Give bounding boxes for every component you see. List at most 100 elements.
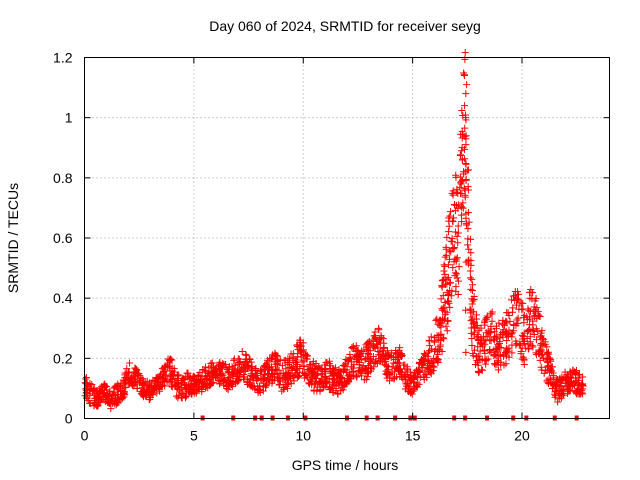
data-point <box>451 228 459 236</box>
data-point <box>535 346 543 354</box>
data-point <box>529 343 537 351</box>
data-point <box>477 324 485 332</box>
data-point <box>333 376 341 384</box>
data-point <box>478 366 486 374</box>
data-point <box>512 292 520 300</box>
data-point <box>533 304 541 312</box>
data-point <box>126 359 134 367</box>
data-point <box>519 353 527 361</box>
data-point <box>482 329 490 337</box>
data-point <box>337 387 345 395</box>
data-point <box>529 326 537 334</box>
data-point <box>369 342 377 350</box>
data-point <box>306 361 314 369</box>
data-point <box>419 356 427 364</box>
data-point <box>133 384 141 392</box>
data-point <box>517 347 525 355</box>
data-point <box>464 241 472 249</box>
data-point <box>567 378 575 386</box>
data-point <box>229 371 237 379</box>
data-point <box>579 373 587 381</box>
data-point <box>345 374 353 382</box>
data-point <box>536 333 544 341</box>
data-point <box>473 333 481 341</box>
data-point <box>549 369 557 377</box>
data-point <box>326 385 334 393</box>
data-point <box>338 373 346 381</box>
data-point <box>137 376 145 384</box>
data-point <box>246 379 254 387</box>
data-point <box>382 358 390 366</box>
data-point <box>384 365 392 373</box>
data-point <box>322 366 330 374</box>
data-point <box>346 375 354 383</box>
data-point <box>536 313 544 321</box>
data-point <box>538 327 546 335</box>
data-point <box>94 401 102 409</box>
data-point <box>275 381 283 389</box>
data-point <box>406 379 414 387</box>
data-point <box>470 317 478 325</box>
data-point <box>407 368 415 376</box>
data-point <box>425 348 433 356</box>
data-point <box>486 345 494 353</box>
data-point <box>365 368 373 376</box>
data-point <box>541 366 549 374</box>
data-point <box>446 303 454 311</box>
data-point <box>495 319 503 327</box>
data-point <box>462 176 470 184</box>
data-point <box>111 400 119 408</box>
data-point <box>128 373 136 381</box>
data-point <box>194 372 202 380</box>
data-point <box>434 350 442 358</box>
data-point <box>413 383 421 391</box>
y-tick-label: 0.2 <box>53 350 73 366</box>
data-point <box>455 263 463 271</box>
data-point <box>464 225 472 233</box>
data-point <box>508 349 516 357</box>
data-point <box>450 258 458 266</box>
data-point <box>84 382 92 390</box>
data-point <box>102 392 110 400</box>
data-point <box>184 369 192 377</box>
data-point <box>300 362 308 370</box>
data-point <box>115 383 123 391</box>
data-point <box>462 90 470 98</box>
data-point <box>95 387 103 395</box>
data-point <box>173 378 181 386</box>
data-point <box>461 114 469 122</box>
data-point <box>318 375 326 383</box>
data-point <box>452 171 460 179</box>
data-point <box>538 350 546 358</box>
data-point <box>443 233 451 241</box>
data-point <box>481 349 489 357</box>
data-point <box>520 329 528 337</box>
data-point <box>233 375 241 383</box>
y-tick-label: 0.4 <box>53 290 73 306</box>
data-point <box>279 375 287 383</box>
data-point <box>569 367 577 375</box>
data-point <box>502 360 510 368</box>
data-point <box>482 356 490 364</box>
data-point <box>377 357 385 365</box>
data-point <box>468 341 476 349</box>
data-point <box>458 156 466 164</box>
data-point <box>254 374 262 382</box>
data-point <box>461 193 469 201</box>
data-point <box>337 374 345 382</box>
data-point <box>348 344 356 352</box>
data-point <box>514 314 522 322</box>
data-point <box>225 379 233 387</box>
data-point <box>358 372 366 380</box>
data-point <box>424 356 432 364</box>
data-point <box>461 145 469 153</box>
data-point <box>365 362 373 370</box>
data-point <box>468 275 476 283</box>
data-point <box>481 340 489 348</box>
data-point <box>107 405 115 413</box>
data-point <box>293 361 301 369</box>
data-point <box>436 343 444 351</box>
data-point <box>462 132 470 140</box>
data-point <box>403 365 411 373</box>
data-point <box>226 383 234 391</box>
